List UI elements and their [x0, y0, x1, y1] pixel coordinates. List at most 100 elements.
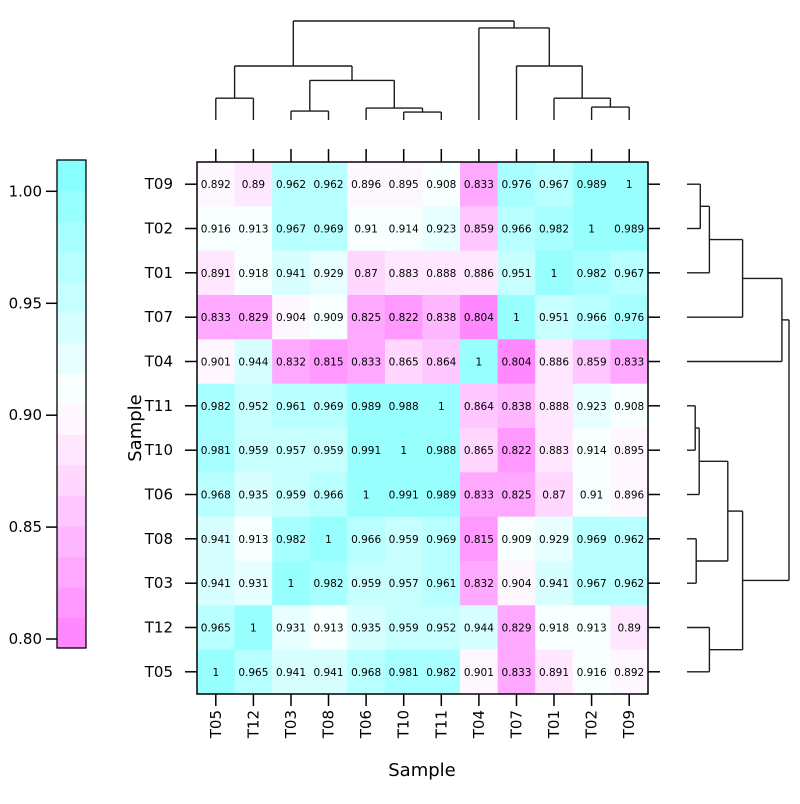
heatmap-cell — [572, 516, 611, 562]
cell-value: 0.931 — [238, 578, 268, 590]
heatmap-cell — [347, 649, 386, 695]
cell-value: 0.901 — [201, 357, 231, 369]
cell-value: 0.913 — [577, 623, 607, 635]
heatmap-cell — [535, 383, 574, 429]
cell-value: 0.865 — [389, 357, 419, 369]
heatmap-cell — [572, 250, 611, 296]
cell-value: 0.982 — [313, 578, 343, 590]
cell-value: 0.864 — [464, 401, 494, 413]
heatmap-cell — [234, 605, 273, 651]
cell-value: 0.941 — [276, 667, 306, 679]
heatmap-cell — [497, 428, 536, 473]
heatmap-cell — [234, 561, 273, 606]
heatmap-cell — [497, 383, 536, 429]
cell-value: 0.89 — [242, 179, 265, 191]
heatmap-cell — [422, 206, 461, 252]
cell-value: 0.962 — [276, 179, 306, 191]
cell-value: 0.957 — [276, 445, 306, 457]
heatmap-cell — [460, 516, 499, 562]
heatmap-cell — [572, 339, 611, 385]
cell-value: 1 — [551, 268, 558, 280]
heatmap-cell — [384, 428, 423, 473]
cell-value: 0.967 — [276, 224, 306, 236]
cell-value: 0.815 — [313, 357, 343, 369]
heatmap-cell — [234, 428, 273, 473]
heatmap-cell — [197, 649, 235, 695]
cell-value: 0.833 — [201, 312, 231, 324]
cell-value: 0.969 — [426, 534, 456, 546]
cell-value: 0.918 — [539, 623, 569, 635]
cell-value: 0.965 — [201, 623, 231, 635]
cell-value: 0.804 — [464, 312, 494, 324]
cell-value: 0.962 — [313, 179, 343, 191]
cell-value: 0.959 — [389, 623, 419, 635]
cell-value: 0.91 — [354, 224, 377, 236]
heatmap-cell — [497, 295, 536, 340]
row-label: T02 — [144, 220, 173, 238]
heatmap-cell — [610, 295, 649, 340]
row-label: T05 — [144, 663, 173, 681]
row-label: T10 — [144, 441, 173, 459]
cell-value: 0.989 — [577, 179, 607, 191]
heatmap-cell — [272, 561, 311, 606]
heatmap-cell — [572, 295, 611, 340]
cell-value: 0.959 — [389, 534, 419, 546]
cell-value: 1 — [626, 179, 633, 191]
heatmap-cell — [497, 162, 536, 207]
cell-value: 0.825 — [351, 312, 381, 324]
cell-value: 0.913 — [238, 534, 268, 546]
row-labels: T09 T02 T01 T07 T04 T11 T10 T06 T08 T03 T12 T05 — [144, 175, 173, 681]
heatmap-cell — [610, 428, 649, 473]
cell-value: 0.833 — [464, 179, 494, 191]
heatmap-cell — [234, 162, 273, 207]
cell-value: 0.892 — [614, 667, 644, 679]
heatmap-cell — [460, 472, 499, 518]
row-label: T09 — [144, 175, 173, 193]
cell-value: 0.967 — [614, 268, 644, 280]
cell-value: 0.982 — [201, 401, 231, 413]
cell-value: 0.909 — [501, 534, 531, 546]
heatmap-cell — [460, 649, 499, 695]
heatmap-cell — [384, 295, 423, 340]
cell-value: 0.859 — [577, 357, 607, 369]
cell-value: 0.832 — [464, 578, 494, 590]
heatmap-cell — [610, 472, 649, 518]
cell-value: 0.929 — [539, 534, 569, 546]
x-axis-title: Sample — [388, 760, 456, 781]
cell-value: 1 — [288, 578, 295, 590]
cell-value: 0.904 — [501, 578, 531, 590]
cell-value: 1 — [363, 490, 370, 502]
column-dendrogram — [215, 20, 630, 120]
heatmap-cell — [309, 428, 348, 473]
heatmap-cell — [234, 295, 273, 340]
heatmap-cell — [272, 649, 311, 695]
cell-value: 0.965 — [238, 667, 268, 679]
heatmap-cell — [309, 383, 348, 429]
heatmap-cell — [460, 339, 499, 385]
heatmap-cell — [572, 472, 611, 518]
heatmap-cell — [272, 250, 311, 296]
cell-value: 0.833 — [464, 490, 494, 502]
col-labels: T05 T12 T03 T08 T06 T10 T11 T04 T07 T01 T02 T09 — [207, 710, 638, 739]
heatmap-cell — [272, 516, 311, 562]
heatmap-grid: 0.892 0.89 0.962 0.962 0.896 0.895 0.908 0.833 0… — [197, 162, 649, 695]
legend-tick-label: 0.85 — [9, 518, 42, 536]
cell-value: 0.859 — [464, 224, 494, 236]
cell-value: 0.908 — [614, 401, 644, 413]
heatmap-cell — [384, 561, 423, 606]
heatmap-cell — [197, 339, 235, 385]
cell-value: 0.886 — [464, 268, 494, 280]
col-label: T02 — [583, 710, 601, 739]
heatmap-cell — [460, 605, 499, 651]
legend-band — [57, 312, 86, 344]
cell-value: 0.89 — [618, 623, 641, 635]
heatmap-cell — [272, 339, 311, 385]
cell-value: 0.804 — [501, 357, 531, 369]
cell-value: 0.967 — [577, 578, 607, 590]
cell-value: 0.895 — [389, 179, 419, 191]
heatmap-cell — [347, 250, 386, 296]
legend-band — [57, 495, 86, 527]
heatmap-cell — [347, 561, 386, 606]
heatmap-cell — [384, 383, 423, 429]
